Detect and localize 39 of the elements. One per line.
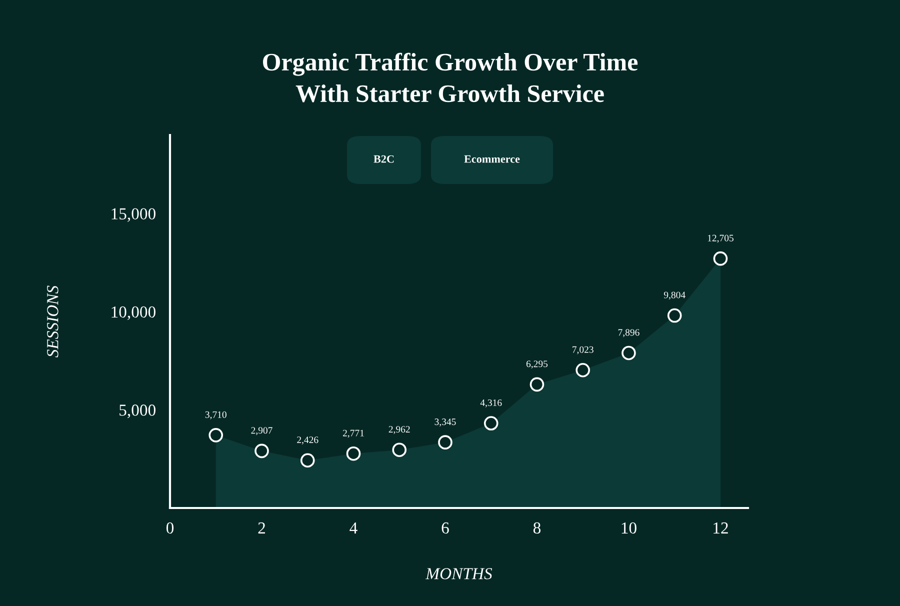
- point: [484, 416, 498, 430]
- point: [622, 346, 636, 360]
- point: [438, 435, 452, 450]
- y-tick-label: 10,000: [112, 306, 156, 320]
- data-label: 9,804: [664, 292, 686, 300]
- x-tick-label: 10: [622, 522, 636, 534]
- y-axis-title: SESSIONS: [47, 286, 58, 358]
- chart-title: Organic Traffic Growth Over Time With Starter Growth Service: [263, 52, 638, 102]
- point: [576, 362, 590, 378]
- annotation: Ecommerce: [464, 155, 520, 163]
- data-label: 2,907: [251, 427, 272, 436]
- y-tick-label: 15,000: [112, 208, 156, 222]
- point: [254, 444, 269, 458]
- x-tick-label: 6: [442, 522, 449, 534]
- x-tick-label: 2: [258, 522, 265, 534]
- data-label: 2,426: [297, 436, 318, 445]
- x-tick-label: 0: [166, 522, 174, 534]
- point: [208, 428, 224, 442]
- data-label: 7,023: [572, 346, 594, 354]
- data-label: 4,316: [480, 399, 502, 408]
- point: [667, 308, 682, 323]
- x-tick-label: 4: [350, 522, 358, 534]
- x-tick-label: 12: [714, 522, 728, 534]
- y-tick-label: 5,000: [120, 404, 156, 418]
- data-label: 7,896: [618, 329, 640, 338]
- data-label: 12,705: [708, 234, 734, 243]
- point: [392, 442, 407, 458]
- annotation: B2C: [374, 155, 394, 163]
- point: [530, 377, 544, 392]
- point: [346, 446, 361, 461]
- data-label: 2,771: [342, 430, 364, 438]
- data-label: 3,710: [205, 411, 226, 420]
- data-label: 6,295: [526, 360, 548, 369]
- x-tick-label: 8: [533, 522, 541, 534]
- x-axis-title: MONTHS: [425, 568, 492, 580]
- point: [713, 251, 728, 266]
- point: [300, 453, 315, 468]
- data-label: 2,962: [388, 426, 410, 434]
- data-label: 3,345: [434, 418, 456, 426]
